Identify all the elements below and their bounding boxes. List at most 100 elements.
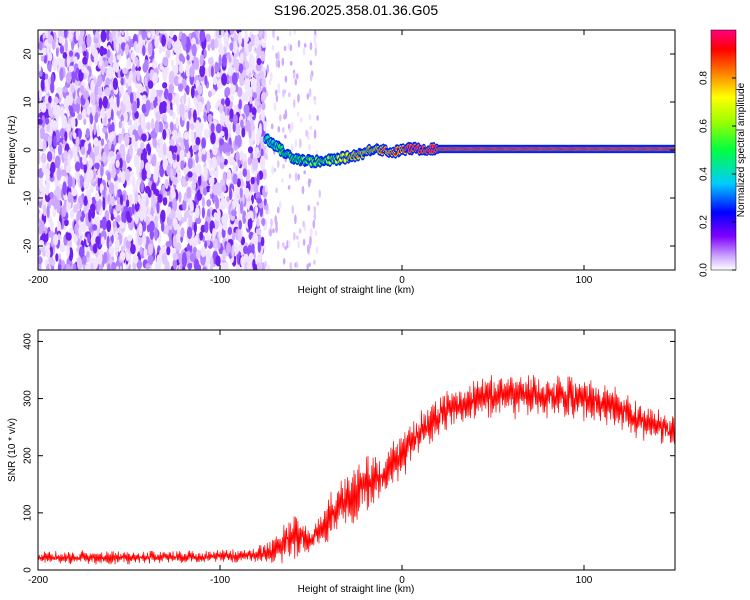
noise-blob	[208, 64, 212, 77]
noise-blob	[50, 81, 55, 94]
noise-blob	[154, 215, 159, 224]
noise-blob	[74, 118, 78, 127]
noise-blob	[186, 186, 192, 197]
x-tick-label: 100	[576, 575, 593, 586]
noise-blob	[92, 224, 98, 231]
noise-blob	[131, 203, 135, 215]
colorbar-tick-label: 0.6	[699, 119, 710, 133]
noise-blob	[125, 30, 129, 41]
noise-blob	[179, 65, 184, 74]
noise-blob	[261, 218, 266, 226]
noise-blob	[313, 259, 316, 265]
noise-blob	[63, 219, 69, 227]
y-tick-label: 200	[23, 447, 34, 464]
noise-blob	[294, 139, 298, 148]
noise-blob	[201, 153, 207, 163]
noise-blob	[220, 197, 227, 210]
noise-blob	[110, 213, 115, 221]
noise-blob	[242, 210, 247, 225]
noise-blob	[307, 244, 310, 255]
noise-blob	[222, 213, 229, 222]
noise-blob	[73, 132, 77, 140]
noise-blob	[250, 176, 255, 185]
y-tick-label: 0	[23, 147, 34, 153]
noise-blob	[175, 63, 179, 74]
noise-blob	[56, 200, 61, 214]
noise-blob	[275, 94, 279, 103]
noise-blob	[146, 121, 151, 131]
noise-blob	[199, 65, 206, 78]
noise-blob	[261, 77, 266, 88]
snr-series	[38, 375, 675, 565]
noise-blob	[296, 73, 299, 80]
noise-blob	[59, 67, 64, 82]
noise-blob	[68, 32, 73, 41]
noise-blob	[270, 218, 273, 227]
noise-blob	[228, 56, 232, 63]
noise-blob	[251, 243, 255, 255]
noise-blob	[265, 91, 269, 97]
noise-blob	[256, 197, 262, 204]
noise-blob	[104, 87, 111, 97]
noise-blob	[173, 218, 178, 231]
noise-blob	[202, 148, 206, 155]
noise-blob	[250, 119, 255, 133]
noise-blob	[199, 30, 206, 43]
noise-blob	[127, 234, 133, 242]
noise-blob	[254, 206, 259, 214]
noise-blob	[42, 204, 47, 217]
noise-blob	[151, 93, 155, 101]
noise-blob	[282, 126, 285, 133]
noise-blob	[245, 119, 251, 132]
noise-blob	[237, 159, 241, 168]
noise-blob	[152, 76, 156, 84]
noise-blob	[40, 101, 47, 113]
noise-blob	[91, 105, 96, 117]
noise-blob	[57, 144, 63, 156]
noise-blob	[82, 155, 87, 165]
noise-blob	[162, 57, 169, 67]
noise-blob	[294, 172, 298, 182]
noise-blob	[84, 141, 89, 152]
noise-blob	[52, 102, 57, 116]
noise-blob	[179, 103, 185, 117]
noise-blob	[114, 230, 119, 240]
noise-blob	[45, 247, 51, 259]
noise-blob	[119, 221, 125, 230]
noise-blob	[41, 162, 47, 174]
noise-blob	[155, 105, 160, 113]
noise-blob	[237, 229, 242, 243]
noise-blob	[48, 103, 52, 117]
noise-blob	[147, 41, 153, 56]
noise-blob	[71, 177, 76, 189]
noise-blob	[94, 153, 100, 166]
noise-blob	[153, 170, 159, 183]
noise-blob	[106, 219, 112, 233]
noise-blob	[252, 157, 258, 171]
noise-blob	[245, 106, 250, 118]
noise-blob	[130, 50, 136, 61]
noise-blob	[78, 45, 83, 54]
colorbar-tick-label: 0.0	[699, 263, 710, 277]
noise-blob	[255, 147, 260, 154]
noise-blob	[233, 185, 238, 199]
noise-blob	[147, 254, 154, 265]
noise-blob	[292, 99, 296, 108]
noise-blob	[302, 47, 306, 56]
noise-blob	[261, 91, 267, 101]
noise-blob	[239, 52, 244, 65]
noise-blob	[169, 139, 175, 146]
noise-blob	[38, 226, 43, 235]
noise-blob	[228, 156, 234, 166]
noise-blob	[165, 49, 171, 59]
noise-blob	[69, 209, 75, 219]
noise-blob	[191, 43, 197, 57]
noise-blob	[287, 185, 291, 190]
noise-blob	[252, 232, 259, 245]
noise-blob	[82, 56, 88, 65]
noise-blob	[159, 136, 164, 143]
noise-blob	[278, 201, 282, 209]
noise-blob	[141, 133, 147, 141]
noise-blob	[157, 148, 163, 158]
noise-blob	[196, 94, 202, 102]
